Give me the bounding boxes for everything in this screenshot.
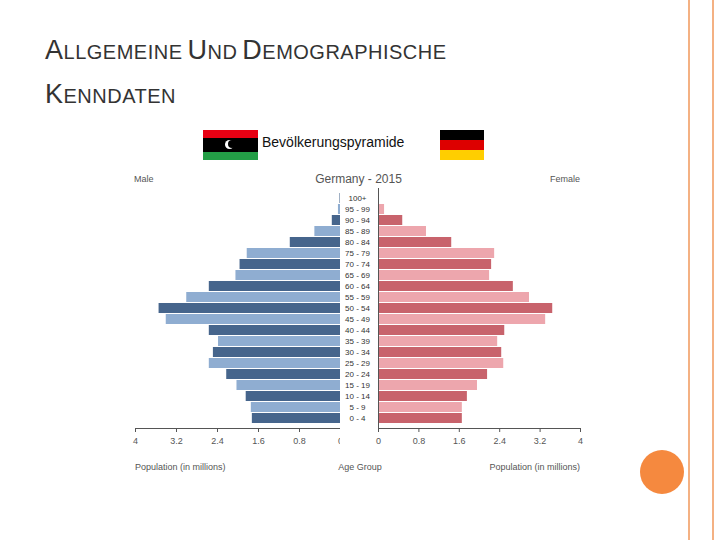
svg-text:0: 0 — [376, 436, 381, 446]
svg-text:100+: 100+ — [348, 194, 366, 203]
svg-text:20 - 24: 20 - 24 — [345, 370, 370, 379]
svg-text:35 - 39: 35 - 39 — [345, 337, 370, 346]
svg-text:0 - 4: 0 - 4 — [349, 414, 366, 423]
svg-text:65 - 69: 65 - 69 — [345, 271, 370, 280]
svg-text:2.4: 2.4 — [211, 436, 224, 446]
svg-text:90 - 94: 90 - 94 — [345, 216, 370, 225]
svg-text:4: 4 — [578, 436, 583, 446]
svg-text:0.8: 0.8 — [293, 436, 306, 446]
svg-text:95 - 99: 95 - 99 — [345, 205, 370, 214]
svg-text:2.4: 2.4 — [493, 436, 506, 446]
svg-text:4: 4 — [133, 436, 138, 446]
html-text:ALLGEMEINE UND DEMOGRAPHISCHE: ALLGEMEINE UND DEMOGRAPHISCHE — [45, 35, 447, 65]
svg-text:40 - 44: 40 - 44 — [345, 326, 370, 335]
svg-text:1.6: 1.6 — [252, 436, 265, 446]
svg-text:50 - 54: 50 - 54 — [345, 304, 370, 313]
html-text:Germany - 2015: Germany - 2015 — [315, 172, 402, 186]
svg-text:10 - 14: 10 - 14 — [345, 392, 370, 401]
html-text:Bevölkerungspyramide: Bevölkerungspyramide — [262, 134, 405, 150]
svg-text:30 - 34: 30 - 34 — [345, 348, 370, 357]
svg-text:60 - 64: 60 - 64 — [345, 282, 370, 291]
html-text:Population (in millions): Population (in millions) — [489, 462, 580, 472]
svg-text:5 - 9: 5 - 9 — [349, 403, 366, 412]
html-text:Age Group: Age Group — [338, 462, 382, 472]
svg-text:3.2: 3.2 — [534, 436, 547, 446]
svg-text:3.2: 3.2 — [170, 436, 183, 446]
html-text:Female: Female — [550, 174, 580, 184]
html-text:Male: Male — [134, 174, 154, 184]
svg-text:0.8: 0.8 — [413, 436, 426, 446]
svg-text:1.6: 1.6 — [453, 436, 466, 446]
html-text:Population (in millions): Population (in millions) — [135, 462, 226, 472]
svg-text:55 - 59: 55 - 59 — [345, 293, 370, 302]
html-text:KENNDATEN: KENNDATEN — [45, 79, 176, 109]
svg-text:45 - 49: 45 - 49 — [345, 315, 370, 324]
svg-text:15 - 19: 15 - 19 — [345, 381, 370, 390]
svg-text:25 - 29: 25 - 29 — [345, 359, 370, 368]
svg-text:75 - 79: 75 - 79 — [345, 249, 370, 258]
svg-text:0: 0 — [338, 436, 340, 446]
svg-text:85 - 89: 85 - 89 — [345, 227, 370, 236]
svg-text:80 - 84: 80 - 84 — [345, 238, 370, 247]
svg-text:70 - 74: 70 - 74 — [345, 260, 370, 269]
